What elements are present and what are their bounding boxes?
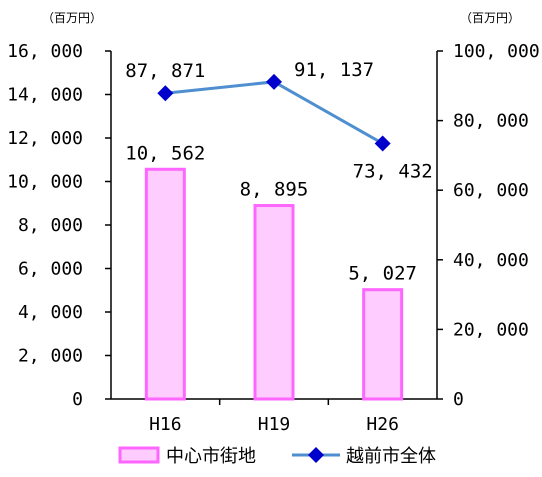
x-tick-label: H26 [366, 414, 399, 435]
right-axis-unit: （百万円） [460, 11, 520, 25]
left-tick-label: 6, 000 [18, 259, 83, 280]
bar [362, 288, 404, 401]
right-tick-label: 80, 000 [453, 111, 529, 132]
legend-bar-swatch [118, 446, 160, 464]
right-tick-label: 0 [453, 389, 464, 410]
line-path [165, 80, 384, 145]
bar-data-label: 5, 027 [348, 263, 417, 285]
x-tick-label: H16 [149, 414, 182, 435]
legend: 中心市街地 越前市全体 [118, 446, 436, 467]
line-series [157, 73, 391, 152]
line-marker [374, 135, 391, 152]
bar-series [144, 167, 404, 401]
left-tick-label: 14, 000 [7, 85, 83, 106]
left-tick-label: 16, 000 [7, 41, 83, 62]
left-tick-label: 0 [72, 389, 83, 410]
bar-data-label: 8, 895 [240, 179, 309, 201]
x-tick-label: H19 [258, 414, 291, 435]
left-tick-label: 2, 000 [18, 346, 83, 367]
left-tick-label: 8, 000 [18, 215, 83, 236]
legend-bar-label: 中心市街地 [166, 446, 256, 467]
axes: 0 2, 000 4, 000 6, 000 8, 000 10, 000 12, 000 1… [7, 11, 540, 435]
line-marker [266, 73, 282, 90]
line-data-label: 73, 432 [353, 160, 433, 182]
left-axis-unit: （百万円） [42, 11, 102, 25]
bar [253, 204, 295, 401]
right-tick-label: 100, 000 [453, 41, 540, 62]
line-data-label: 91, 137 [294, 59, 374, 81]
bar [144, 167, 186, 401]
bar-data-label: 10, 562 [125, 142, 205, 164]
legend-line-label: 越前市全体 [346, 446, 436, 467]
right-tick-label: 60, 000 [453, 180, 529, 201]
legend-line-marker [308, 447, 324, 463]
right-tick-label: 40, 000 [453, 250, 529, 271]
left-tick-label: 4, 000 [18, 302, 83, 323]
data-labels: 10, 562 8, 895 5, 027 87, 871 91, 137 73, 432 [125, 59, 432, 285]
right-tick-label: 20, 000 [453, 319, 529, 340]
line-marker [157, 85, 174, 102]
line-data-label: 87, 871 [125, 60, 205, 82]
left-tick-label: 12, 000 [7, 128, 83, 149]
left-tick-label: 10, 000 [7, 172, 83, 193]
